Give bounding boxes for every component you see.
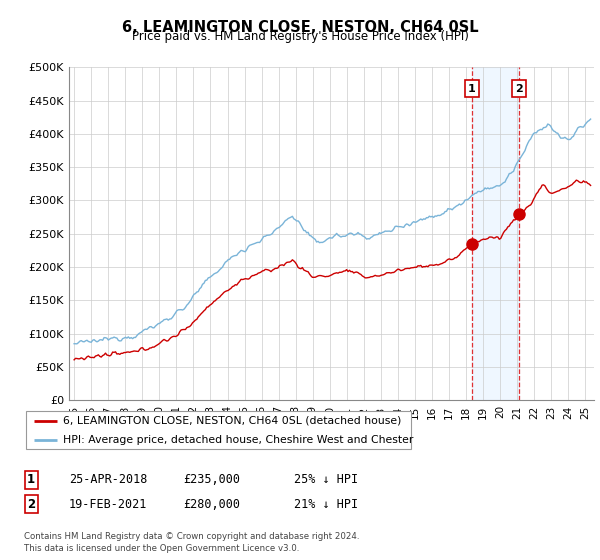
Text: 1: 1 <box>468 83 475 94</box>
Text: 2: 2 <box>27 497 35 511</box>
Text: Contains HM Land Registry data © Crown copyright and database right 2024.
This d: Contains HM Land Registry data © Crown c… <box>24 533 359 553</box>
Text: 2: 2 <box>515 83 523 94</box>
Bar <box>472 67 520 400</box>
Text: £235,000: £235,000 <box>183 473 240 487</box>
Text: 19-FEB-2021: 19-FEB-2021 <box>69 497 148 511</box>
Text: HPI: Average price, detached house, Cheshire West and Chester: HPI: Average price, detached house, Ches… <box>63 435 413 445</box>
Text: 6, LEAMINGTON CLOSE, NESTON, CH64 0SL: 6, LEAMINGTON CLOSE, NESTON, CH64 0SL <box>122 20 478 35</box>
Text: 1: 1 <box>27 473 35 487</box>
Text: £280,000: £280,000 <box>183 497 240 511</box>
Text: Price paid vs. HM Land Registry's House Price Index (HPI): Price paid vs. HM Land Registry's House … <box>131 30 469 43</box>
Text: 25-APR-2018: 25-APR-2018 <box>69 473 148 487</box>
Text: 6, LEAMINGTON CLOSE, NESTON, CH64 0SL (detached house): 6, LEAMINGTON CLOSE, NESTON, CH64 0SL (d… <box>63 416 401 426</box>
Text: 21% ↓ HPI: 21% ↓ HPI <box>294 497 358 511</box>
FancyBboxPatch shape <box>26 411 411 449</box>
Text: 25% ↓ HPI: 25% ↓ HPI <box>294 473 358 487</box>
